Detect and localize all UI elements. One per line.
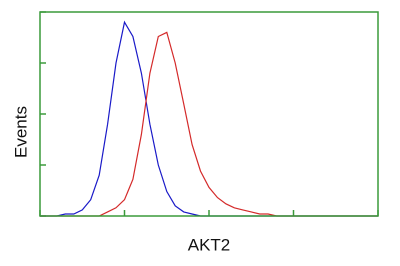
x-axis-label: AKT2 (188, 235, 231, 254)
y-axis-label: Events (11, 106, 30, 158)
series-line (40, 31, 378, 217)
plot-frame (39, 11, 379, 217)
